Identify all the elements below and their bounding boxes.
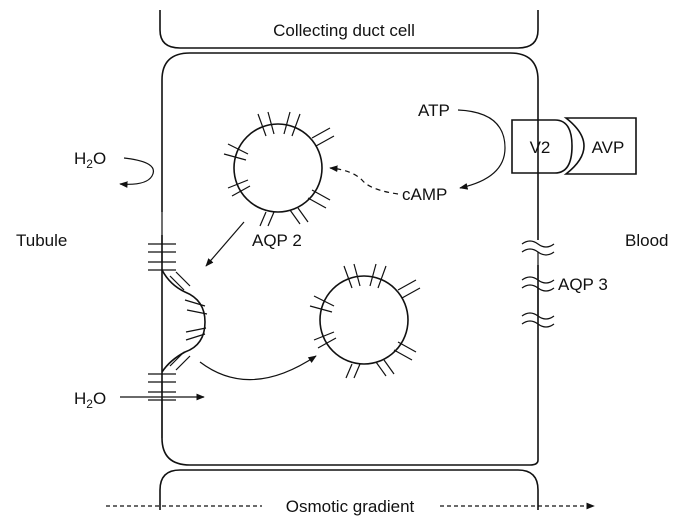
camp-to-vesicle-arrow [329, 165, 399, 195]
lower-cell-outline [159, 469, 539, 510]
vesicle-lower [309, 263, 421, 379]
tubule-label: Tubule [16, 231, 67, 250]
h2o-bottom-label: H2O [74, 389, 106, 411]
h2o-top-label: H2O [74, 149, 106, 171]
camp-label: cAMP [402, 185, 447, 204]
aqp3-channels [521, 240, 555, 328]
blood-label: Blood [625, 231, 668, 250]
aqp2-label: AQP 2 [252, 231, 302, 250]
avp-ligand [563, 117, 637, 175]
vesicle-to-membrane-arrow [205, 221, 245, 267]
aqp3-label: AQP 3 [558, 275, 608, 294]
avp-label: AVP [592, 138, 625, 157]
apical-channel-bottom [148, 373, 176, 438]
vesicle-upper [223, 111, 335, 227]
atp-label: ATP [418, 101, 450, 120]
fusing-vesicle-membrane [161, 269, 206, 373]
endocytosis-arrow [199, 355, 317, 381]
upper-cell-outline [159, 10, 539, 49]
v2-receptor [511, 119, 573, 174]
apical-channel-top [148, 212, 176, 271]
fusing-vesicle-aqp2 [169, 271, 208, 371]
v2-label: V2 [530, 138, 551, 157]
collecting-duct-cell [161, 52, 539, 466]
osmotic-gradient-label: Osmotic gradient [286, 497, 415, 516]
atp-to-camp-arrow [457, 109, 506, 190]
cell-title-label: Collecting duct cell [273, 21, 415, 40]
h2o-top-arrow [119, 157, 154, 188]
